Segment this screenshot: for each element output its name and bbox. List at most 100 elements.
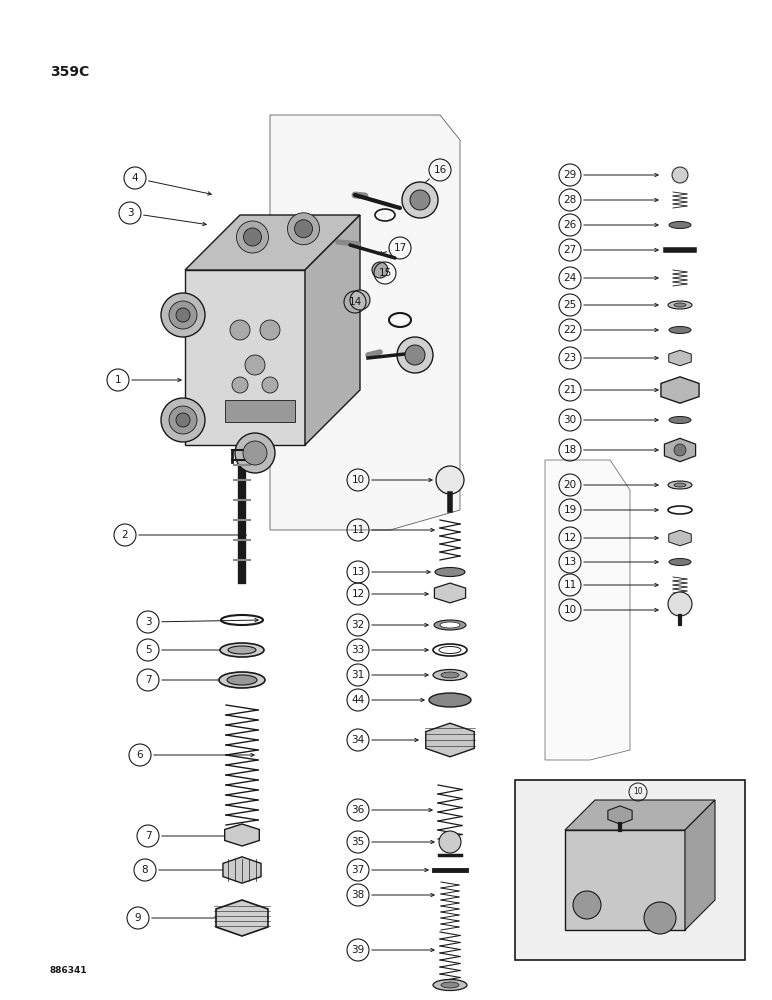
Text: 29: 29: [564, 170, 577, 180]
Polygon shape: [669, 350, 691, 366]
Ellipse shape: [674, 303, 686, 307]
Ellipse shape: [669, 222, 691, 229]
Circle shape: [161, 398, 205, 442]
Polygon shape: [270, 115, 460, 530]
Polygon shape: [216, 900, 268, 936]
Text: 7: 7: [144, 675, 151, 685]
Circle shape: [260, 320, 280, 340]
Text: 359C: 359C: [50, 65, 90, 79]
Text: 7: 7: [144, 831, 151, 841]
Text: 33: 33: [351, 645, 364, 655]
Text: 4: 4: [132, 173, 138, 183]
Text: 9: 9: [134, 913, 141, 923]
Polygon shape: [665, 438, 696, 462]
Text: 16: 16: [433, 165, 447, 175]
Polygon shape: [185, 215, 360, 270]
Text: 37: 37: [351, 865, 364, 875]
Circle shape: [161, 293, 205, 337]
Circle shape: [230, 320, 250, 340]
Ellipse shape: [441, 672, 459, 678]
Polygon shape: [565, 800, 715, 830]
Polygon shape: [223, 857, 261, 883]
Circle shape: [350, 290, 370, 310]
Ellipse shape: [669, 416, 691, 424]
Text: 6: 6: [137, 750, 144, 760]
Text: 17: 17: [394, 243, 407, 253]
Text: 10: 10: [351, 475, 364, 485]
Polygon shape: [305, 215, 360, 445]
Circle shape: [169, 301, 197, 329]
Text: 28: 28: [564, 195, 577, 205]
Circle shape: [436, 466, 464, 494]
Ellipse shape: [433, 980, 467, 990]
Ellipse shape: [429, 693, 471, 707]
Circle shape: [287, 213, 320, 245]
Ellipse shape: [434, 620, 466, 630]
Text: 24: 24: [564, 273, 577, 283]
Polygon shape: [185, 270, 305, 445]
Text: 12: 12: [564, 533, 577, 543]
Text: C: C: [711, 925, 719, 935]
Ellipse shape: [669, 326, 691, 334]
Text: 10: 10: [633, 788, 643, 796]
Polygon shape: [425, 723, 474, 757]
Text: 18: 18: [564, 445, 577, 455]
Ellipse shape: [433, 670, 467, 680]
Polygon shape: [545, 460, 630, 760]
Circle shape: [668, 592, 692, 616]
Circle shape: [672, 167, 688, 183]
Ellipse shape: [220, 643, 264, 657]
Text: 3: 3: [144, 617, 151, 627]
Text: 11: 11: [351, 525, 364, 535]
Ellipse shape: [674, 483, 686, 487]
Circle shape: [402, 182, 438, 218]
Text: 44: 44: [351, 695, 364, 705]
Text: 30: 30: [564, 415, 577, 425]
Ellipse shape: [440, 622, 460, 628]
Text: 34: 34: [351, 735, 364, 745]
Polygon shape: [685, 800, 715, 930]
Circle shape: [236, 221, 269, 253]
Text: 20: 20: [564, 480, 577, 490]
Polygon shape: [669, 530, 691, 546]
Polygon shape: [225, 824, 259, 846]
Circle shape: [644, 902, 676, 934]
Circle shape: [573, 891, 601, 919]
Polygon shape: [608, 806, 632, 824]
Circle shape: [372, 262, 388, 278]
Text: 12: 12: [351, 589, 364, 599]
Ellipse shape: [435, 568, 465, 576]
Text: 13: 13: [564, 557, 577, 567]
Text: 39: 39: [351, 945, 364, 955]
Ellipse shape: [219, 672, 265, 688]
Polygon shape: [435, 583, 466, 603]
Ellipse shape: [227, 675, 257, 685]
Text: 31: 31: [351, 670, 364, 680]
Circle shape: [176, 308, 190, 322]
Circle shape: [262, 377, 278, 393]
Circle shape: [397, 337, 433, 373]
Polygon shape: [661, 377, 699, 403]
Ellipse shape: [228, 646, 256, 654]
Text: 8: 8: [142, 865, 148, 875]
Text: 19: 19: [564, 505, 577, 515]
Ellipse shape: [441, 982, 459, 988]
Text: 1: 1: [115, 375, 121, 385]
Circle shape: [405, 345, 425, 365]
Circle shape: [232, 377, 248, 393]
Text: 14: 14: [348, 297, 361, 307]
Circle shape: [294, 220, 313, 238]
Text: 21: 21: [564, 385, 577, 395]
Text: 13: 13: [351, 567, 364, 577]
Text: 26: 26: [564, 220, 577, 230]
Text: 11: 11: [564, 580, 577, 590]
Circle shape: [410, 190, 430, 210]
Bar: [225, 400, 295, 422]
Circle shape: [235, 433, 275, 473]
Text: 2: 2: [122, 530, 128, 540]
Text: 38: 38: [351, 890, 364, 900]
Ellipse shape: [668, 481, 692, 489]
Ellipse shape: [668, 301, 692, 309]
Circle shape: [243, 228, 262, 246]
Circle shape: [243, 441, 267, 465]
